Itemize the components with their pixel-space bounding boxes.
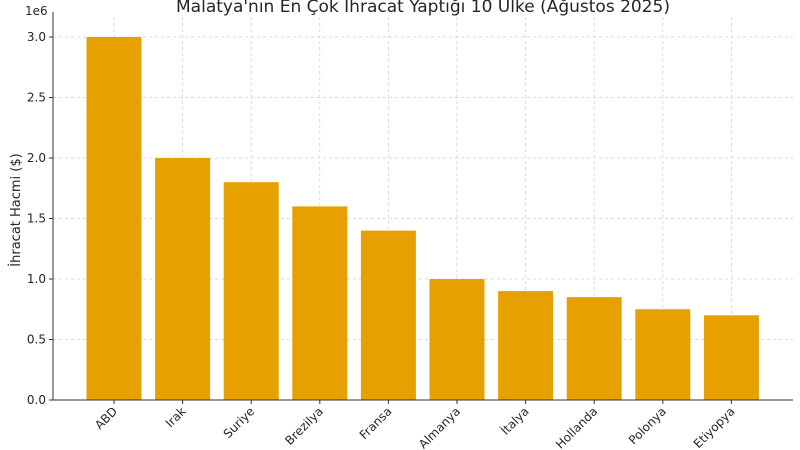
y-axis-label: İhracat Hacmi ($) — [8, 153, 24, 266]
bar-hollanda — [566, 297, 622, 400]
bar-abd — [86, 37, 142, 400]
y-tick-label: 0.0 — [27, 393, 46, 407]
bar-polonya — [635, 309, 691, 400]
bar-almanya — [429, 279, 485, 400]
bar-suriye — [223, 182, 279, 400]
bars — [86, 37, 759, 400]
x-tick-label: Suriye — [221, 404, 258, 441]
bar-brezilya — [292, 206, 348, 400]
x-tick-label: Irak — [163, 404, 189, 430]
x-tick-label: Fransa — [357, 404, 395, 442]
x-tick-label: İtalya — [498, 404, 532, 438]
bar-i̇talya — [498, 291, 554, 400]
x-tick-label: Polonya — [626, 404, 669, 447]
y-tick-label: 2.5 — [27, 91, 46, 105]
x-tick-label: Almanya — [416, 404, 463, 450]
chart-title: Malatya'nın En Çok İhracat Yaptığı 10 Ül… — [176, 0, 670, 17]
y-tick-label: 3.0 — [27, 30, 46, 44]
bar-irak — [155, 158, 211, 400]
x-tick-label: Hollanda — [553, 404, 600, 450]
y-tick-label: 2.0 — [27, 151, 46, 165]
y-offset-label: 1e6 — [25, 4, 48, 18]
bar-fransa — [360, 230, 416, 400]
y-tick-label: 0.5 — [27, 333, 46, 347]
x-tick-label: Brezilya — [282, 404, 326, 448]
bar-etiyopya — [703, 315, 759, 400]
y-tick-label: 1.0 — [27, 272, 46, 286]
y-tick-label: 1.5 — [27, 212, 46, 226]
x-tick-label: ABD — [92, 404, 120, 432]
x-tick-label: Etiyopya — [691, 404, 738, 450]
